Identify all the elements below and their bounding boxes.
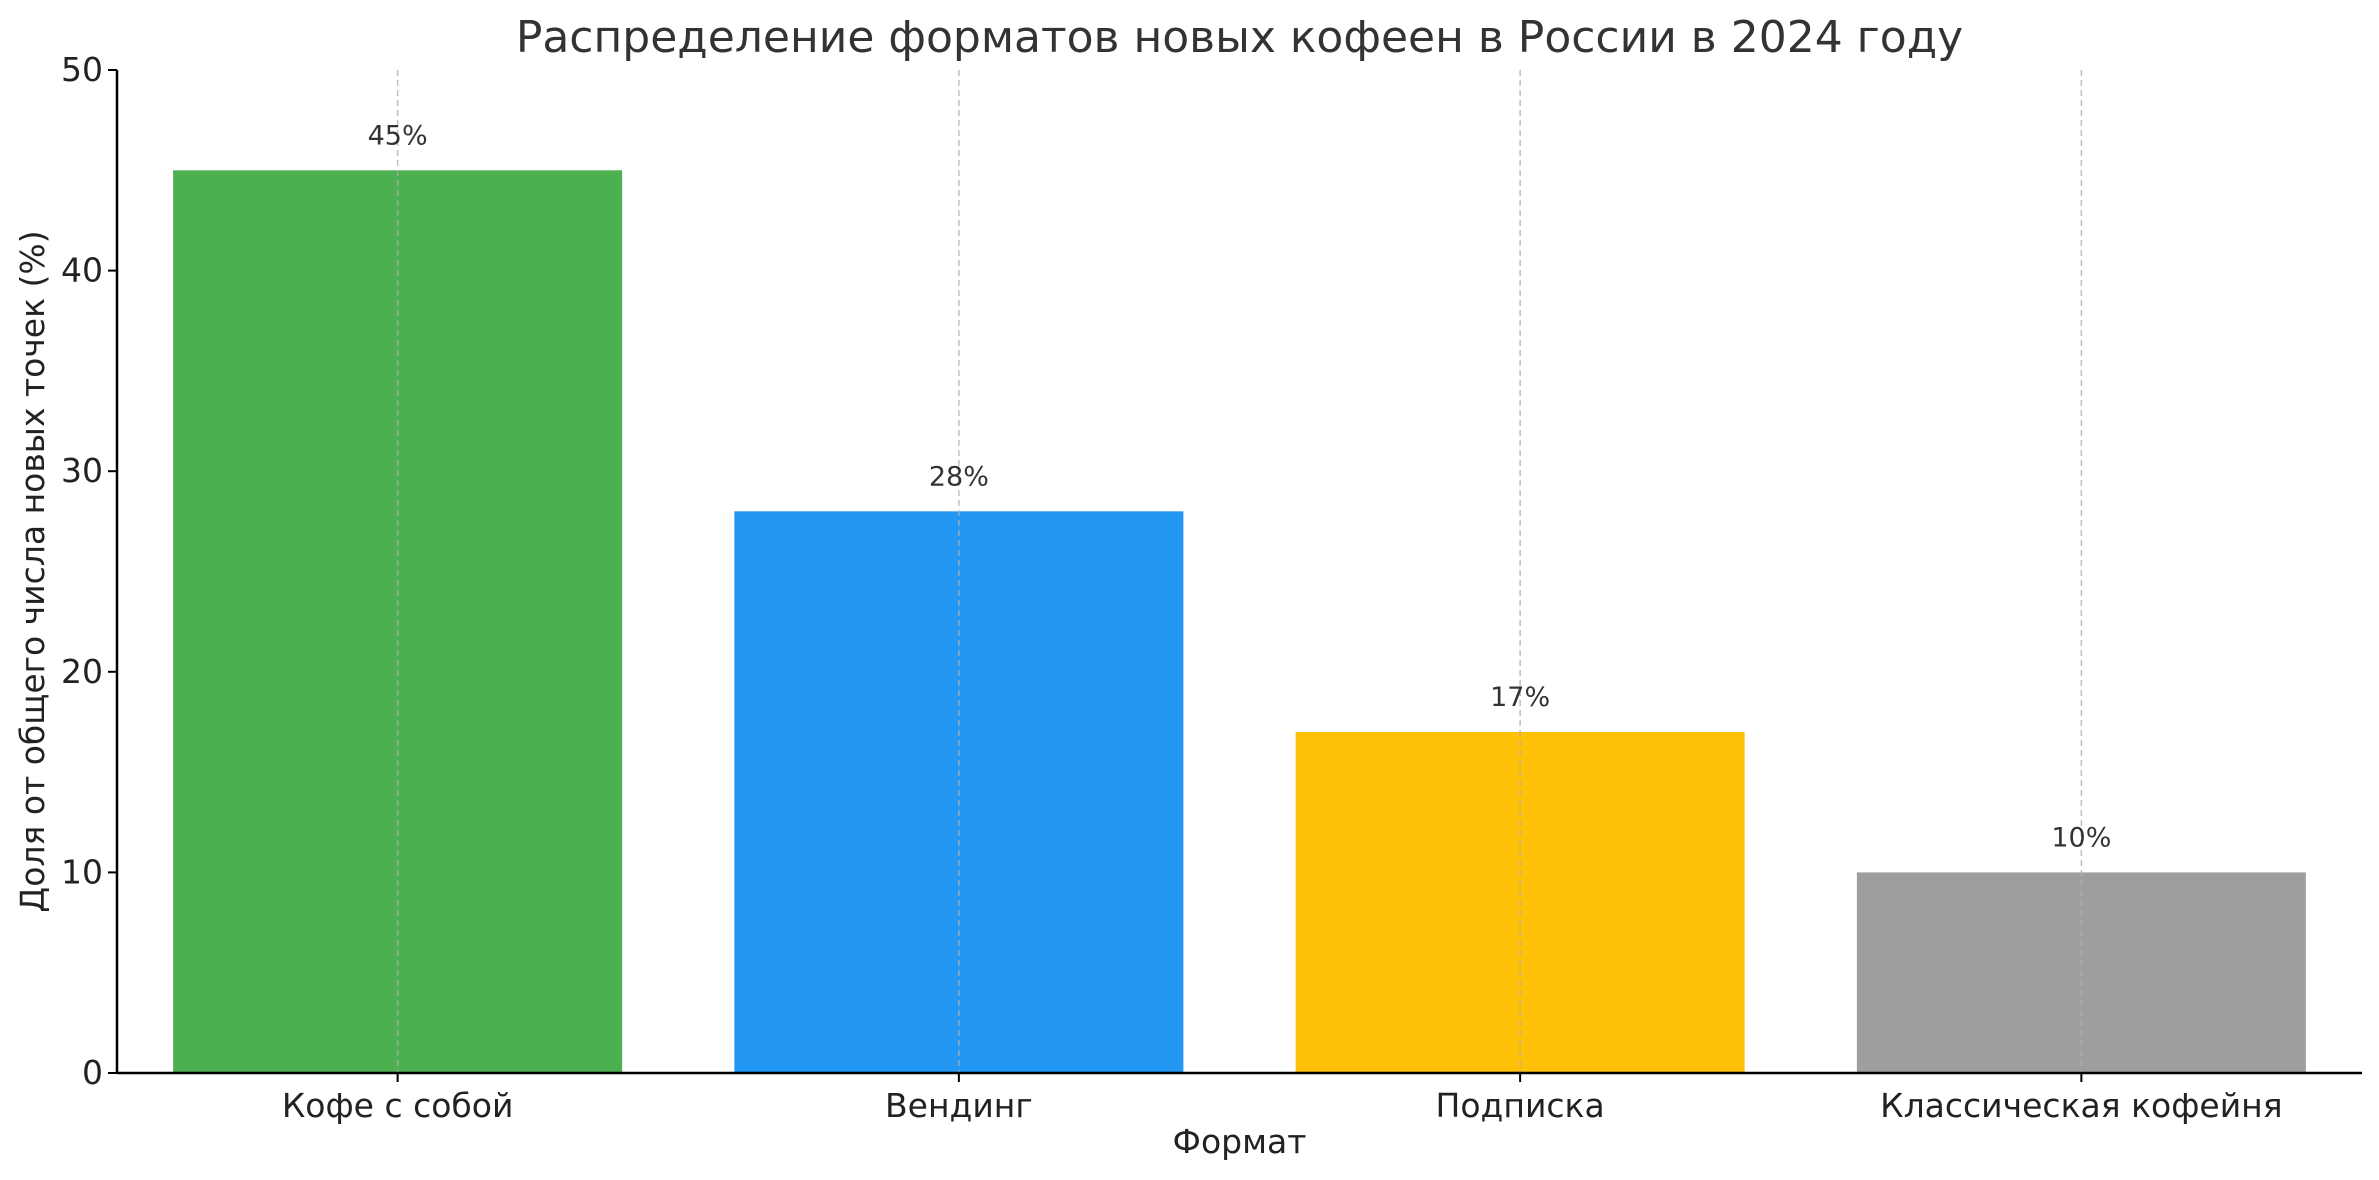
data-label: 45% bbox=[368, 120, 428, 151]
x-tick-label: Кофе с собой bbox=[282, 1086, 514, 1125]
x-tick-label: Подписка bbox=[1436, 1086, 1605, 1125]
chart-title: Распределение форматов новых кофеен в Ро… bbox=[516, 12, 1963, 63]
axes-layer bbox=[115, 70, 2362, 1075]
y-tick-label: 30 bbox=[61, 451, 103, 490]
gridlines-over-layer bbox=[396, 70, 2083, 1073]
y-tick-label: 20 bbox=[61, 652, 103, 691]
x-tick-label: Классическая кофейня bbox=[1880, 1086, 2282, 1125]
x-axis-title: Формат bbox=[1173, 1122, 1307, 1161]
x-tick-label: Вендинг bbox=[885, 1086, 1033, 1125]
y-tick-label: 40 bbox=[61, 251, 103, 290]
data-label: 17% bbox=[1490, 682, 1550, 713]
y-tick-label: 10 bbox=[61, 852, 103, 891]
ticks-layer: 0 10 20 30 40 50 Кофе с собой Вендинг Подписка Кл… bbox=[61, 50, 2283, 1125]
data-label: 28% bbox=[929, 461, 989, 492]
y-axis-title: Доля от общего числа новых точек (%) bbox=[13, 230, 52, 912]
data-labels-layer: 45% 28% 17% 10% bbox=[368, 120, 2112, 853]
data-label: 10% bbox=[2051, 822, 2111, 853]
y-tick-label: 0 bbox=[82, 1053, 103, 1092]
bars-layer bbox=[173, 170, 2306, 1074]
y-tick-label: 50 bbox=[61, 50, 103, 89]
